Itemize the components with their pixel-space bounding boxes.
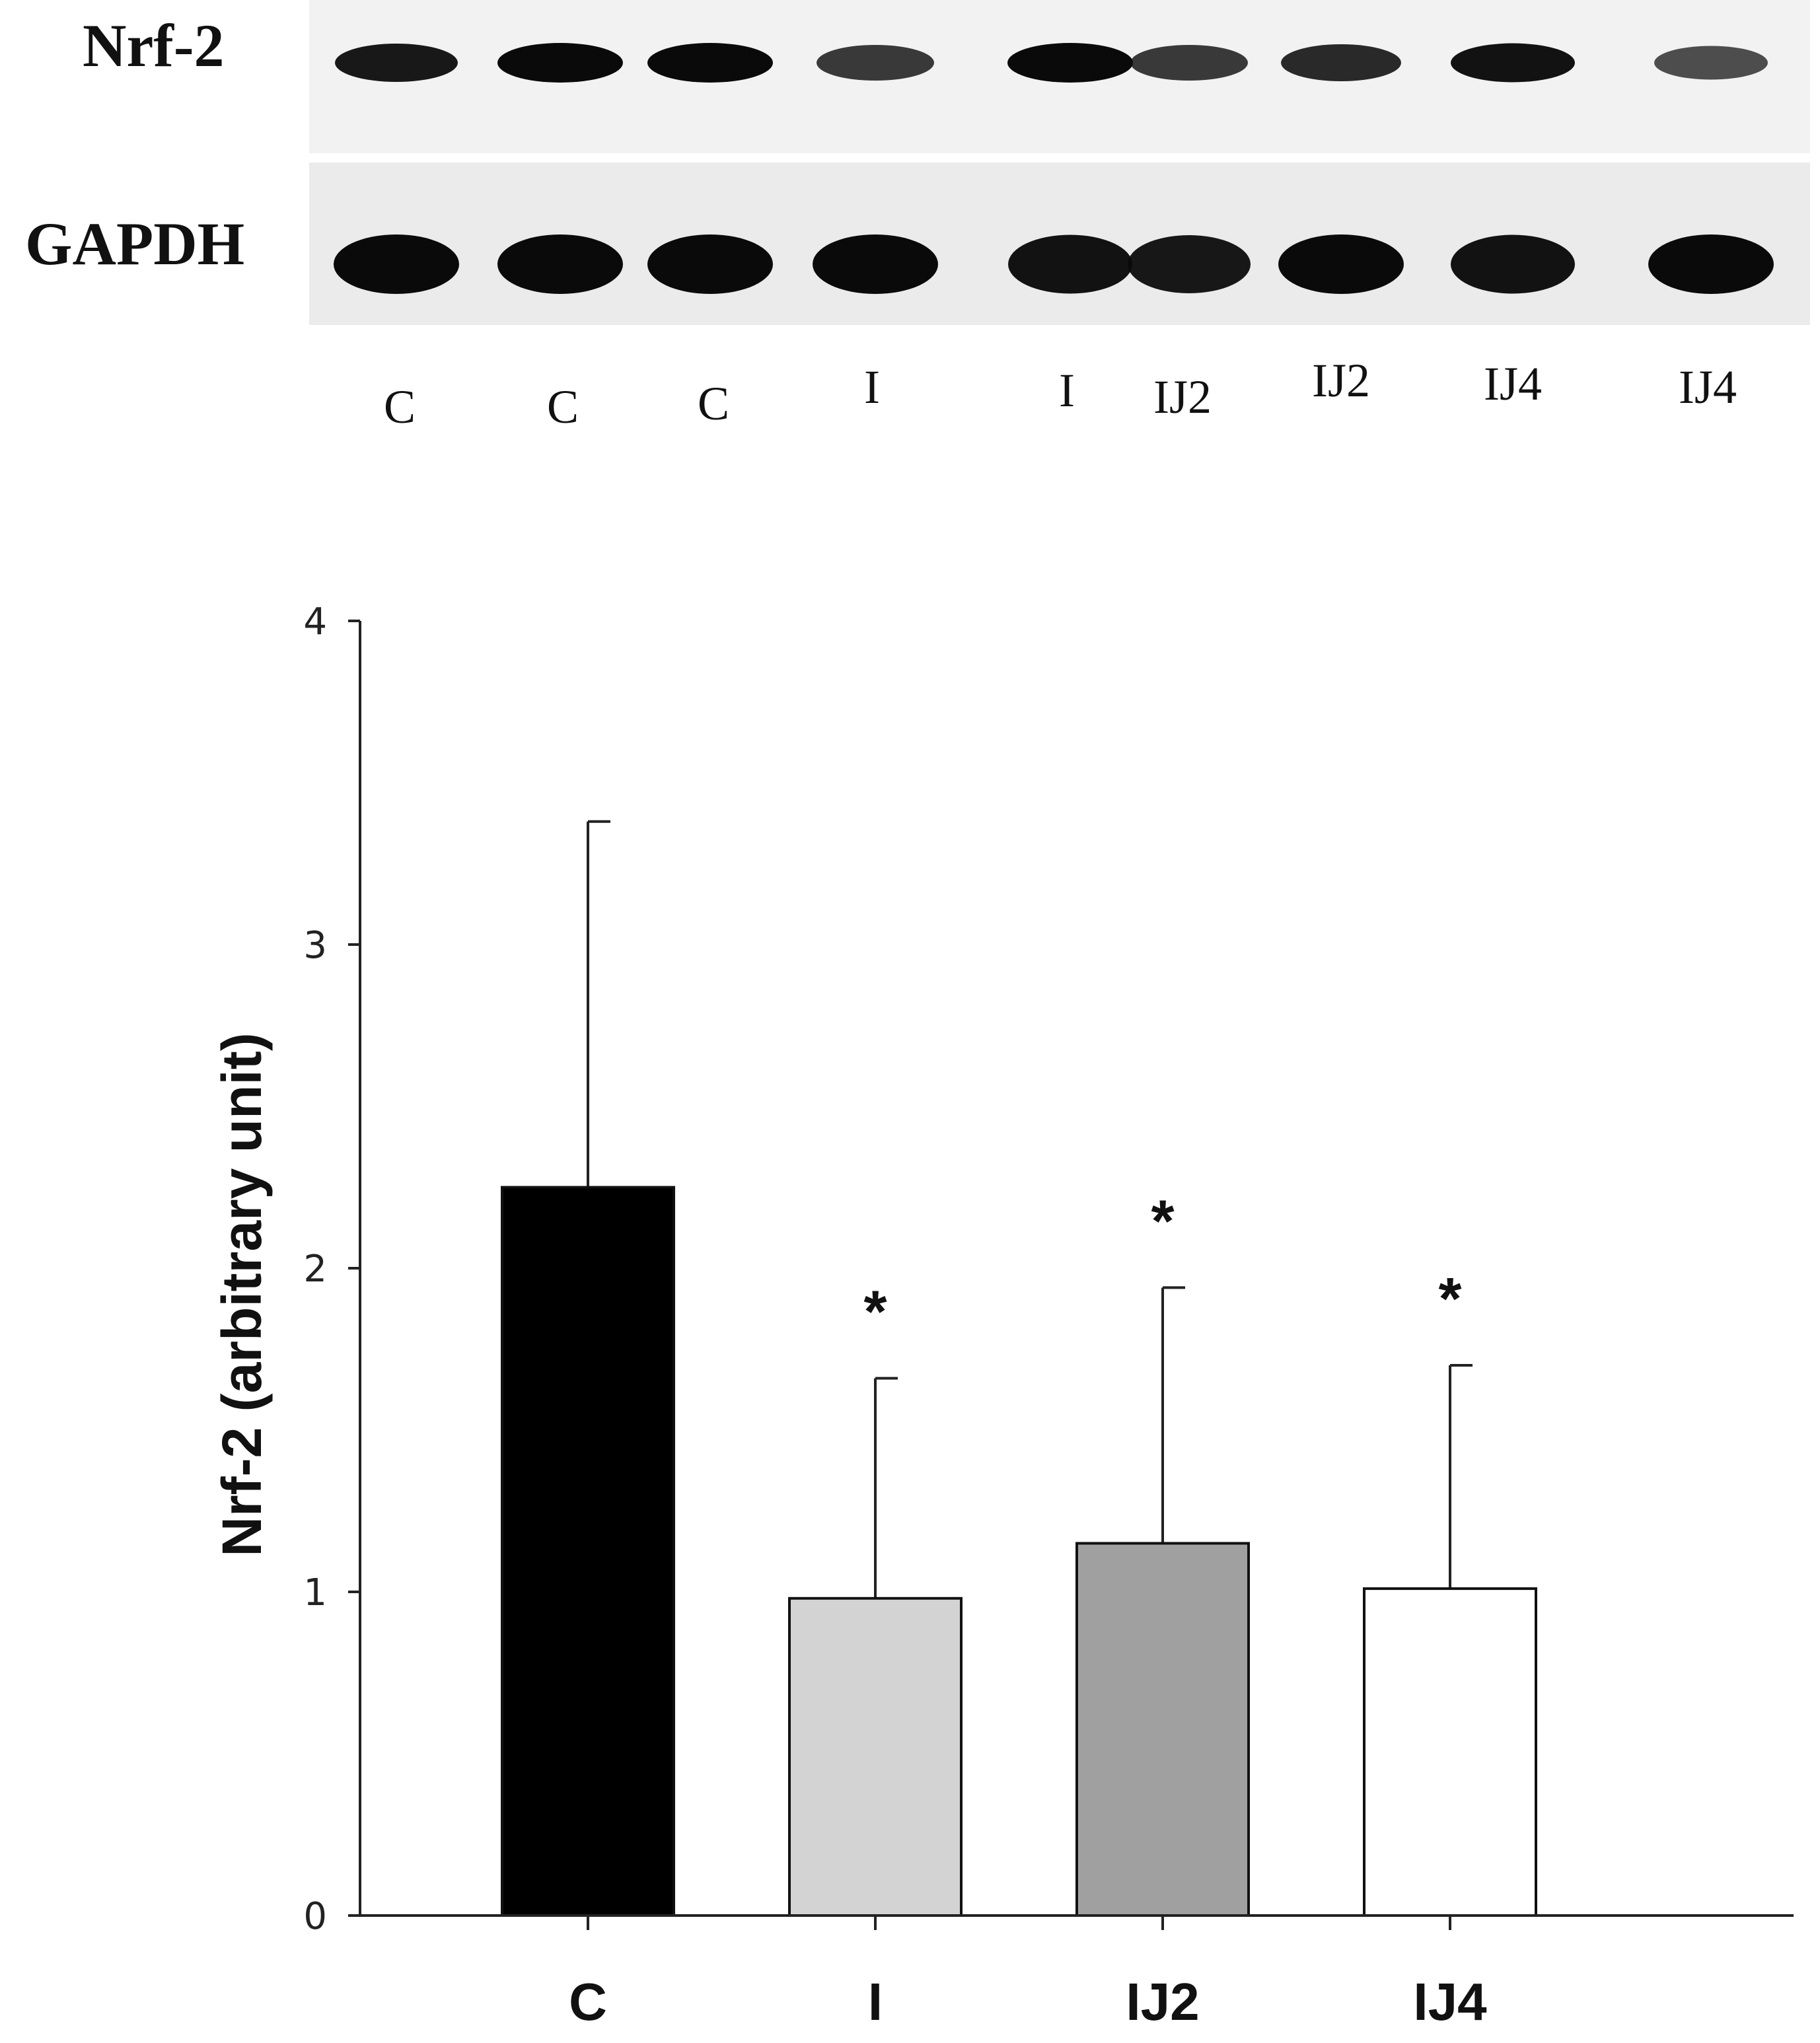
blot-bands	[334, 43, 1774, 294]
blot-band	[1451, 43, 1575, 83]
blot-band	[1008, 234, 1132, 294]
y-axis-label: Nrf-2 (arbitrary unit)	[211, 1032, 273, 1556]
blot-band	[813, 234, 938, 294]
blot-band	[647, 234, 773, 294]
blot-band	[334, 234, 459, 294]
blot-lane-label: IJ2	[1153, 371, 1212, 423]
blot-band	[1007, 43, 1133, 83]
western-blot: Nrf-2 GAPDH C C C I I IJ2 IJ2 IJ4 IJ4	[25, 0, 1810, 433]
significance-marker: *	[1151, 1188, 1174, 1254]
bar-ij2	[1075, 1542, 1250, 1917]
blot-band	[1654, 46, 1768, 80]
x-category-label: I	[868, 1972, 883, 2031]
significance-marker: *	[1438, 1266, 1461, 1332]
blot-lane-label: C	[698, 377, 729, 430]
blot-band	[1648, 234, 1774, 294]
blot-lane-label: IJ4	[1679, 361, 1737, 413]
blot-band	[817, 45, 934, 81]
blot-band	[497, 234, 623, 294]
y-tick-label: 0	[303, 1895, 327, 1938]
blot-row-label-nrf2: Nrf-2	[83, 12, 225, 79]
bar-i	[788, 1596, 963, 1918]
blot-lane-label: C	[384, 380, 416, 433]
x-category-label: C	[569, 1972, 607, 2031]
blot-band	[497, 43, 623, 83]
bars: * * *	[501, 820, 1537, 1918]
y-tick-label: 1	[303, 1571, 327, 1614]
bar-c	[501, 1186, 675, 1917]
bar-ij4	[1363, 1587, 1537, 1918]
y-tick-label: 2	[303, 1248, 327, 1291]
significance-marker: *	[863, 1279, 887, 1345]
blot-band	[647, 43, 773, 83]
blot-band	[335, 44, 458, 82]
blot-band	[1130, 45, 1248, 81]
blot-row-label-gapdh: GAPDH	[25, 210, 244, 277]
x-category-label: IJ4	[1413, 1972, 1487, 2031]
blot-lane-label: IJ2	[1312, 354, 1370, 407]
blot-lane-label: C	[547, 380, 579, 433]
x-axis: C I IJ2 IJ4	[360, 1914, 1794, 2031]
y-tick-label: 3	[303, 924, 327, 967]
blot-band	[1281, 44, 1401, 81]
blot-lane-label: I	[864, 361, 880, 413]
y-tick-label: 4	[303, 600, 327, 643]
blot-lane-label: I	[1059, 364, 1075, 417]
blot-lane-label: IJ4	[1484, 357, 1542, 410]
blot-band	[1128, 235, 1251, 293]
blot-lane-labels: C C C I I IJ2 IJ2 IJ4 IJ4	[384, 354, 1737, 433]
x-category-label: IJ2	[1126, 1972, 1199, 2031]
blot-band	[1278, 234, 1404, 294]
y-axis: 0 1 2 3 4	[303, 600, 361, 1938]
blot-band	[1451, 234, 1575, 294]
